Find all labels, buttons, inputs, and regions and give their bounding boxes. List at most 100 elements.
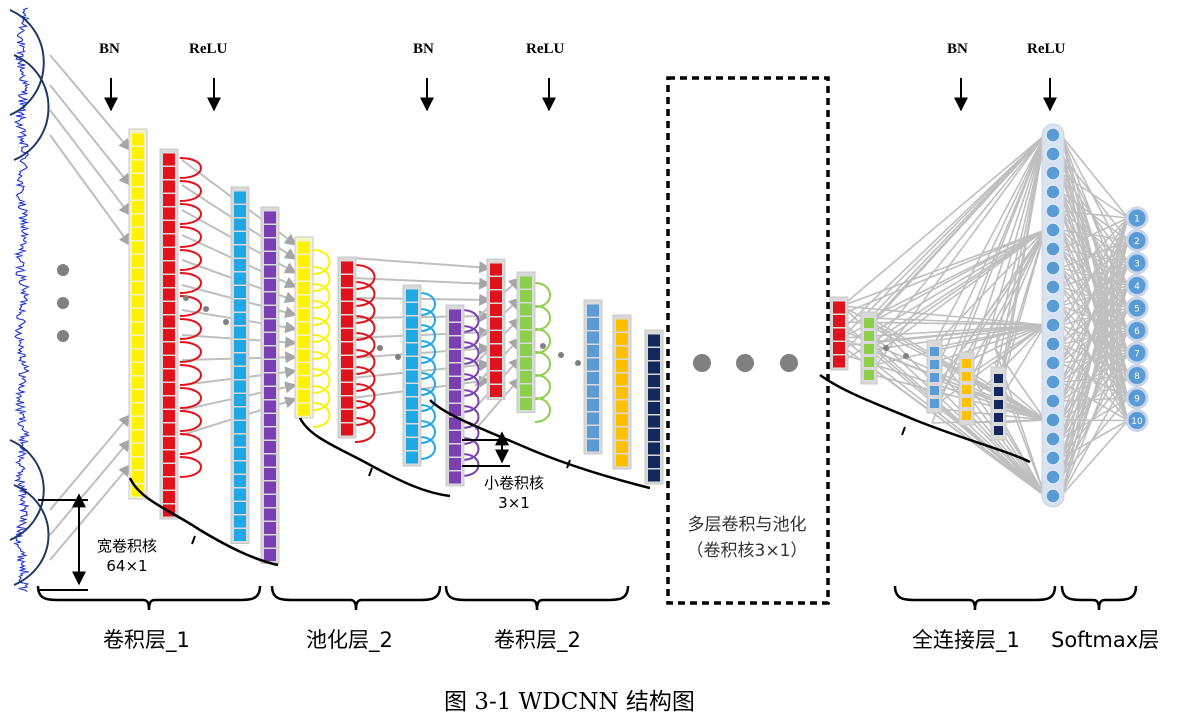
softmax-connection xyxy=(1060,352,1129,402)
ellipsis-dot xyxy=(57,264,69,276)
red-kernel-arc xyxy=(354,400,376,426)
red-kernel-arc xyxy=(354,349,376,375)
conv2-cyan-column-cell xyxy=(406,316,418,329)
dense-connection xyxy=(869,229,1046,319)
yellow-kernel-arc xyxy=(312,368,331,394)
flatten-blue-column-cell xyxy=(930,347,939,356)
pool-yellow-column-cell xyxy=(298,363,310,375)
softmax-connection xyxy=(1060,210,1129,219)
conv1-red-column-cell xyxy=(163,275,175,287)
dense-connection xyxy=(963,134,1046,424)
input-connection-arrow xyxy=(49,464,131,561)
pool2-navy-column-cell xyxy=(648,334,660,347)
dense-connection xyxy=(841,229,1046,315)
red-kernel-arc xyxy=(179,341,202,363)
brace-tick xyxy=(191,535,196,545)
conv1-cyan-column-cell xyxy=(234,272,246,285)
softmax-connection xyxy=(1060,262,1129,288)
section-brace-softmax xyxy=(1060,585,1138,611)
fc-neuron xyxy=(1045,298,1061,314)
conv2-red-column-cell xyxy=(490,344,502,357)
softmax-neuron-label: 4 xyxy=(1134,282,1140,292)
pool-yellow-column-cell xyxy=(298,282,310,294)
conv2-purple-column-cell xyxy=(449,431,461,443)
pool-red-column-cell xyxy=(341,356,353,368)
conv1-red-column-cell xyxy=(163,491,175,503)
conv1-cyan-column-cell xyxy=(234,475,246,487)
conv1-red-column-cell xyxy=(163,396,175,409)
conv2-red-column-cell xyxy=(490,331,502,343)
receptive-field-arc xyxy=(9,439,45,541)
softmax-neuron xyxy=(1125,229,1149,252)
conv2-red-column-cell xyxy=(490,317,502,330)
section-pool2: 池化层_2 xyxy=(306,628,393,652)
green-kernel-arc xyxy=(534,282,551,308)
softmax-connection xyxy=(1060,239,1129,269)
conv2-green-column-cell xyxy=(520,276,532,289)
conv1-cyan-column-cell xyxy=(234,299,246,312)
pool2-blue-column-cell xyxy=(587,372,599,384)
flatten-gold-column-cell xyxy=(962,398,971,407)
softmax-connection xyxy=(1060,374,1129,383)
flatten-gold-column-cell xyxy=(962,411,971,420)
fc-neuron xyxy=(1045,203,1061,219)
conv2-red-column-cell xyxy=(490,263,502,276)
pool2-gold-column-cell xyxy=(616,441,628,453)
bn-label-3: BN xyxy=(947,41,968,57)
pool-red-column-cell xyxy=(341,261,353,274)
fc-neuron xyxy=(1045,317,1061,333)
conv2-green-column-cell xyxy=(520,303,532,316)
softmax-connection xyxy=(1060,217,1129,250)
dense-connection xyxy=(931,377,1046,421)
conv2-green-column-cell xyxy=(520,384,532,397)
section-brace-conv2 xyxy=(444,585,630,611)
wide-kernel-label: 宽卷积核 64×1 xyxy=(88,536,166,576)
conv1-cyan-column-cell xyxy=(234,461,246,474)
pool2-blue-column-cell xyxy=(587,385,599,398)
conv1-red-column-cell xyxy=(163,356,175,368)
red-kernel-arc xyxy=(354,298,376,324)
ellipsis-dot xyxy=(558,352,564,358)
yellow-kernel-arc xyxy=(312,300,331,326)
conv1-yellow-column-cell xyxy=(132,363,144,375)
conv1-purple-column-cell xyxy=(264,468,276,480)
red-kernel-arc xyxy=(179,456,202,478)
softmax-connection xyxy=(1060,305,1129,377)
fc-nodes: 1 2 3 4 5 6 7 8 9 10 xyxy=(1041,123,1149,508)
multi-layer-label: 多层卷积与池化 （卷积核3×1） xyxy=(672,512,822,564)
softmax-neuron-label: 8 xyxy=(1134,372,1140,382)
conv2-purple-column-cell xyxy=(449,336,461,349)
dense-connection xyxy=(869,134,1046,319)
purple-kernel-arc xyxy=(461,325,480,349)
cyan-kernel-arc xyxy=(419,372,436,396)
perspective-brace xyxy=(128,477,279,567)
dense-connection xyxy=(963,134,1046,379)
conv2-cyan-column-cell xyxy=(406,330,418,342)
conv2-green-column-cell xyxy=(520,357,532,370)
red-kernel-arc xyxy=(179,387,202,409)
pool2-gold-column-cell xyxy=(616,414,628,426)
fc-neuron xyxy=(1045,469,1061,485)
conv2-purple-column-cell xyxy=(449,417,461,430)
pool2-gold-column-cell xyxy=(616,373,628,386)
multi-layer-dashed-box xyxy=(666,76,830,605)
dense-connection xyxy=(931,134,1046,409)
cyan-kernel-arc xyxy=(419,340,436,364)
section-brace-fc1 xyxy=(893,585,1057,611)
ellipsis-dot xyxy=(183,295,189,301)
conv1-yellow-column-cell xyxy=(132,160,144,173)
conv1-yellow-column-cell xyxy=(132,376,144,389)
ellipsis-dot xyxy=(57,297,69,309)
conv1-purple-column-cell xyxy=(264,265,276,278)
fc-neuron xyxy=(1045,241,1061,257)
conv1-red-column-cell xyxy=(163,248,175,260)
dense-connection xyxy=(869,341,1046,497)
softmax-connection xyxy=(1060,217,1129,326)
relu-label-3: ReLU xyxy=(1027,41,1066,57)
softmax-neuron xyxy=(1125,386,1149,410)
fc-neuron xyxy=(1045,488,1061,504)
conv1-red-column-cell xyxy=(163,477,175,490)
dense-connection xyxy=(869,365,1046,497)
brace-tick xyxy=(901,426,906,436)
